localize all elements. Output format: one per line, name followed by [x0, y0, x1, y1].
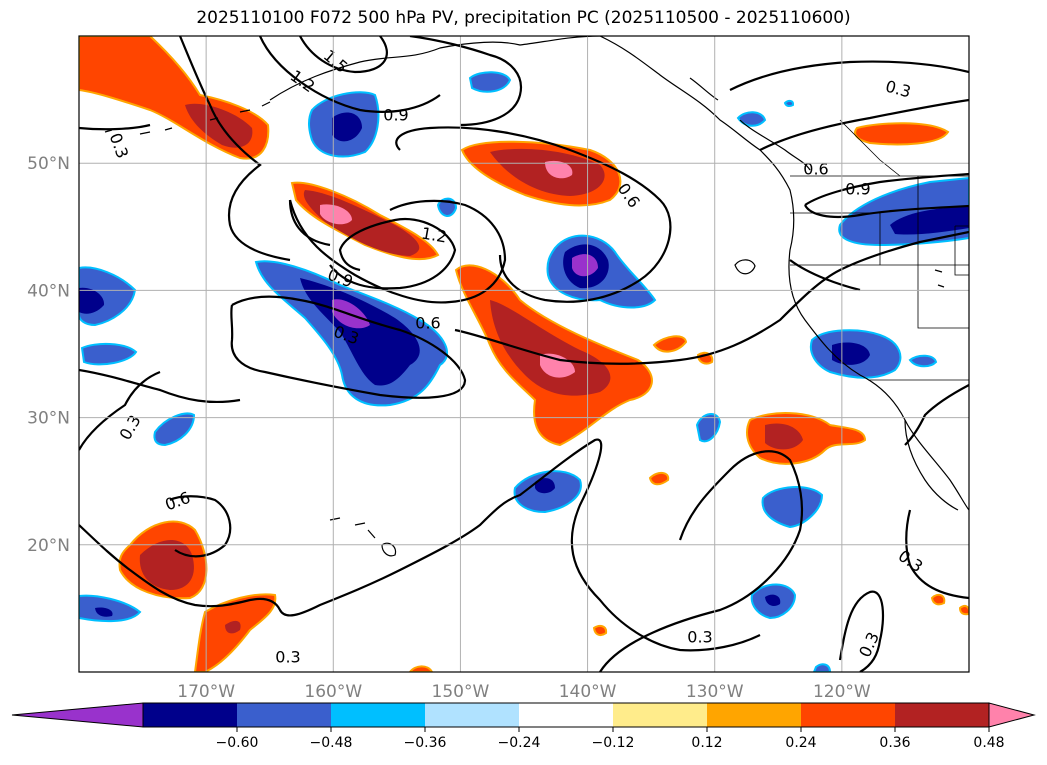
contour-label: 0.9 [383, 106, 408, 125]
precip-positive-region [930, 593, 946, 606]
precip-positive-region [408, 665, 434, 672]
precip-negative-region [572, 254, 598, 277]
precip-negative-region [153, 412, 196, 447]
precip-positive-region [854, 122, 950, 146]
contour-label: 0.6 [803, 160, 828, 179]
precip-negative-region [890, 206, 969, 235]
latitude-labels: 20°N 30°N 40°N 50°N [27, 154, 70, 556]
colorbar-segment [143, 703, 238, 727]
longitude-tick-label: 160°W [304, 682, 362, 702]
longitude-tick-label: 150°W [432, 682, 490, 702]
contour-label: 0.6 [162, 488, 192, 515]
colorbar-tick-label: 0.12 [691, 735, 722, 751]
latitude-tick-label: 30°N [27, 409, 70, 429]
longitude-tick-label: 130°W [686, 682, 744, 702]
precip-negative-region [736, 111, 767, 127]
latitude-tick-label: 20°N [27, 536, 70, 556]
latitude-tick-label: 50°N [27, 154, 70, 174]
precip-positive-region [958, 605, 969, 616]
precip-positive-region [225, 620, 241, 634]
map-plot-area: 1.51.20.90.30.60.60.90.31.20.90.60.30.30… [79, 36, 969, 672]
precip-negative-region [468, 71, 512, 93]
colorbar-frame [142, 702, 990, 728]
pv-contours [79, 36, 969, 672]
colorbar-segment [237, 703, 332, 727]
longitude-tick-label: 170°W [177, 682, 235, 702]
contour-label: 0.3 [884, 77, 914, 102]
colorbar-tick-label: 0.48 [973, 735, 1004, 751]
colorbar-tick-label: −0.60 [216, 735, 259, 751]
precip-positive-region [193, 593, 277, 672]
contour-label: 0.3 [275, 648, 300, 667]
precip-negative-region [812, 663, 832, 672]
precip-negative-region [535, 478, 555, 494]
contour-label: 1.2 [420, 223, 448, 246]
colorbar: −0.60 −0.48 −0.36 −0.24 −0.12 0.12 0.24 0.36 0.4… [11, 702, 1036, 751]
longitude-tick-label: 140°W [559, 682, 617, 702]
colorbar-extend-high [988, 702, 1036, 728]
precip-negative-region [332, 112, 362, 142]
colorbar-segment [801, 703, 896, 727]
latitude-tick-label: 40°N [27, 281, 70, 301]
precip-negative-regions [79, 71, 969, 672]
precip-positive-region [185, 103, 253, 148]
precip-negative-region [761, 486, 824, 529]
precip-negative-region [695, 413, 722, 443]
map-frame [78, 35, 970, 673]
precip-positive-region [746, 412, 867, 465]
contour-label: 0.3 [116, 412, 145, 444]
precip-positive-region [490, 148, 605, 196]
precip-negative-region [79, 287, 105, 314]
contour-label: 0.3 [855, 629, 883, 660]
colorbar-tick-label: 0.24 [785, 735, 816, 751]
contour-label: 0.3 [106, 130, 133, 160]
contour-label: 0.9 [845, 180, 870, 199]
colorbar-segment [425, 703, 520, 727]
colorbar-segment [331, 703, 426, 727]
colorbar-segment [707, 703, 802, 727]
colorbar-tick-label: −0.48 [310, 735, 353, 751]
precip-negative-region [79, 594, 142, 623]
precip-positive-region [303, 190, 420, 256]
coastlines [104, 36, 969, 557]
precip-negative-region [783, 99, 795, 108]
contour-label: 0.3 [687, 628, 712, 647]
precip-negative-region [300, 278, 420, 386]
colorbar-tick-label: −0.24 [498, 735, 541, 751]
precip-negative-region [80, 342, 138, 366]
contour-label: 0.3 [895, 546, 927, 576]
precip-positive-region [320, 204, 352, 225]
contour-label: 0.6 [415, 314, 440, 333]
precip-positive-region [765, 423, 803, 450]
map-gridlines [79, 36, 969, 672]
precip-positive-regions [79, 36, 969, 672]
map-title: 2025110100 F072 500 hPa PV, precipitatio… [196, 8, 851, 28]
precip-negative-region [95, 607, 113, 617]
precip-positive-region [545, 160, 573, 179]
precip-positive-region [490, 300, 611, 396]
colorbar-extend-low [11, 702, 144, 728]
contour-label: 1.5 [320, 46, 352, 77]
longitude-tick-label: 120°W [813, 682, 871, 702]
colorbar-segment [613, 703, 708, 727]
precip-negative-region [765, 594, 781, 606]
colorbar-segment [519, 703, 614, 727]
precip-negative-region [908, 354, 938, 368]
precip-positive-region [592, 624, 608, 637]
colorbar-tick-label: −0.12 [592, 735, 635, 751]
precip-positive-region [652, 335, 688, 353]
longitude-labels: 170°W 160°W 150°W 140°W 130°W 120°W [177, 682, 871, 702]
colorbar-tick-label: −0.36 [404, 735, 447, 751]
colorbar-segment [895, 703, 990, 727]
precip-positive-region [648, 472, 670, 486]
colorbar-tick-label: 0.36 [879, 735, 910, 751]
